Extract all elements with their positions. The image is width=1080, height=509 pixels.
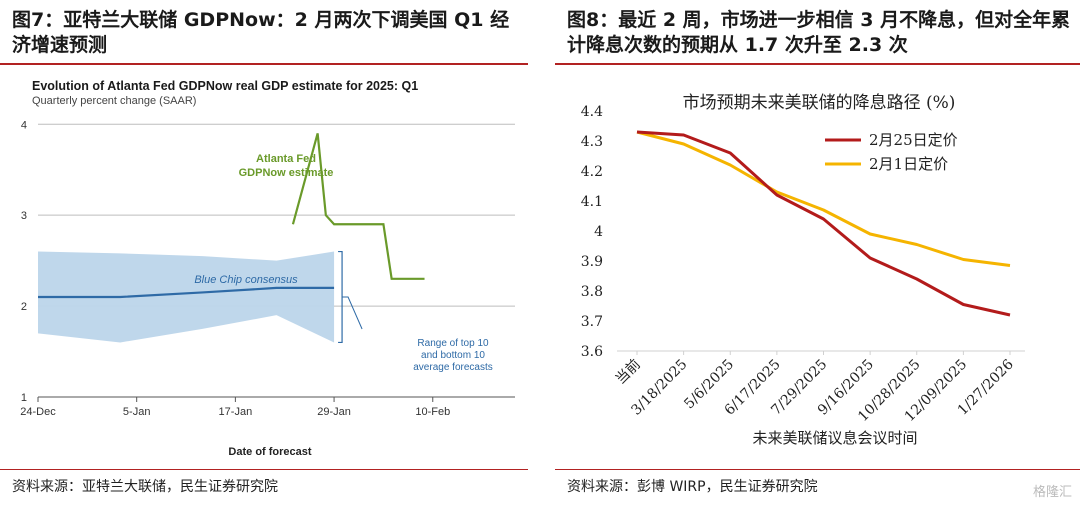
gdpnow-annotation-line2: GDPNow estimate (239, 167, 334, 179)
y-tick-label: 1 (21, 392, 27, 404)
y-tick-label: 3.9 (581, 254, 603, 270)
left-bottom-rule (0, 469, 528, 470)
y-tick-label: 4.3 (581, 134, 603, 150)
blue-chip-series-line (38, 286, 335, 299)
right-panel: 图8：最近 2 周，市场进一步相信 3 月不降息，但对全年累计降息次数的预期从 … (555, 0, 1080, 509)
right-bottom-rule (555, 469, 1080, 470)
y-tick-label: 3.7 (581, 314, 603, 330)
fed-path-chart: 市场预期未来美联储的降息路径 (%) 3.6 3.7 3.8 3.9 4 4.1 4.2 4.3… (581, 93, 1025, 447)
series-line-feb25 (636, 130, 1011, 317)
x-tick-label: 5-Jan (123, 406, 151, 418)
chart-subtitle: Quarterly percent change (SAAR) (32, 95, 196, 107)
range-annotation-line1: Range of top 10 (417, 338, 489, 349)
left-figure-title: 图7：亚特兰大联储 GDPNow：2 月两次下调美国 Q1 经济增速预测 (12, 9, 510, 56)
left-source: 资料来源：亚特兰大联储，民生证券研究院 (12, 479, 278, 495)
right-source: 资料来源：彭博 WIRP，民生证券研究院 (567, 479, 818, 495)
right-top-rule (555, 63, 1080, 65)
x-tick-label: 17-Jan (219, 406, 253, 418)
x-tick-label: 10-Feb (415, 406, 450, 418)
right-figure-title: 图8：最近 2 周，市场进一步相信 3 月不降息，但对全年累计降息次数的预期从 … (567, 9, 1071, 56)
y-tick-label: 3.8 (581, 284, 603, 300)
x-tick-label: 29-Jan (317, 406, 351, 418)
left-panel: 图7：亚特兰大联储 GDPNow：2 月两次下调美国 Q1 经济增速预测 Evo… (0, 0, 528, 509)
range-annotation-line3: average forecasts (413, 362, 493, 373)
range-annotation-line2: and bottom 10 (421, 350, 485, 361)
legend-label-feb25: 2月25日定价 (869, 131, 958, 149)
gdpnow-chart: Evolution of Atlanta Fed GDPNow real GDP… (20, 79, 515, 458)
watermark-logo: 格隆汇 (1032, 485, 1072, 500)
gdpnow-series-line (291, 133, 425, 280)
y-tick-label: 4.2 (581, 164, 603, 180)
range-bracket (338, 250, 343, 344)
x-tick-label: 当前 (612, 356, 644, 388)
y-tick-label: 2 (21, 301, 27, 313)
y-tick-label: 4 (21, 119, 27, 131)
y-tick-label: 4.4 (581, 104, 603, 120)
chart-title: 市场预期未来美联储的降息路径 (%) (683, 93, 956, 113)
y-tick-label: 4.1 (581, 194, 603, 210)
x-tick-label: 24-Dec (20, 406, 56, 418)
range-leader-line (342, 296, 363, 330)
forecast-range-band (38, 251, 335, 343)
y-tick-label: 3.6 (581, 344, 603, 360)
y-tick-label: 4 (594, 224, 603, 240)
legend-label-feb1: 2月1日定价 (869, 155, 948, 173)
series-line-feb1 (636, 130, 1011, 267)
y-tick-label: 3 (21, 210, 27, 222)
chart-title: Evolution of Atlanta Fed GDPNow real GDP… (32, 79, 418, 93)
left-top-rule (0, 63, 528, 65)
gdpnow-annotation-line1: Atlanta Fed (256, 153, 316, 165)
x-axis-label: 未来美联储议息会议时间 (752, 429, 917, 447)
blue-chip-annotation: Blue Chip consensus (194, 274, 298, 286)
x-axis-label: Date of forecast (228, 446, 311, 458)
